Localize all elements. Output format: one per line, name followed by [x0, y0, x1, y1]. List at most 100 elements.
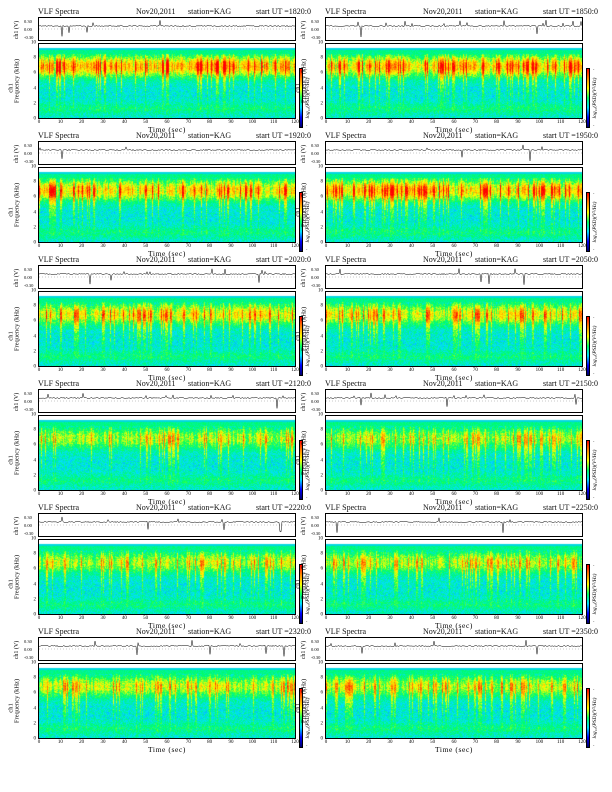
time-tick-label: 100: [535, 244, 544, 249]
time-tick-label: 70: [185, 740, 191, 745]
colorbar-tick-label: -: [306, 191, 308, 196]
time-tick-label: 60: [164, 492, 170, 497]
waveform-tick-label: -0.30: [311, 283, 321, 288]
time-tick-label: 120: [291, 492, 299, 497]
waveform-tick-label: 0.30: [311, 143, 319, 148]
time-axis-label: Time (sec): [147, 373, 186, 382]
time-tick-label: 110: [556, 368, 565, 373]
time-axis-label: Time (sec): [434, 497, 473, 506]
colorbar: [586, 688, 590, 748]
time-tick-label: 30: [387, 740, 393, 745]
waveform-tick-label: 0.30: [24, 639, 32, 644]
spectrogram-plot: [325, 663, 583, 739]
spectrogram-canvas: [326, 168, 582, 242]
time-tick-label: 40: [121, 120, 127, 125]
time-tick-label: 70: [472, 120, 478, 125]
frequency-tick-label: 8: [320, 55, 324, 61]
time-ticks: 0 10 20 30 40 50 60 70 80 90 100 110 120: [38, 244, 299, 250]
waveform-axis-label: ch1 (V): [299, 515, 309, 537]
time-tick-label: 30: [100, 616, 106, 621]
channel-label: ch1: [4, 542, 18, 612]
panel-header: VLF Spectra Nov20,2011 station=KAG start UT…: [325, 626, 598, 637]
time-tick-label: 50: [430, 740, 436, 745]
time-tick-label: 90: [228, 740, 234, 745]
channel-label: ch1: [4, 294, 18, 364]
time-tick-label: 50: [430, 368, 436, 373]
spectrogram-plot: [38, 539, 296, 615]
waveform-trace: [39, 20, 295, 37]
time-tick-label: 110: [556, 492, 565, 497]
time-tick-label: 70: [472, 368, 478, 373]
colorbar-tick-label: -: [593, 247, 595, 252]
waveform-axis-label: ch1 (V): [299, 391, 309, 413]
frequency-tick-label: 4: [33, 86, 37, 92]
spectrogram-panel: VLF Spectra Nov20,2011 station=KAG start UT…: [8, 378, 312, 506]
panel-start-ut: start UT =2020:0: [256, 255, 312, 264]
time-ticks: 0 10 20 30 40 50 60 70 80 90 100 110 120: [325, 244, 586, 250]
panel-title: VLF Spectra: [325, 7, 367, 16]
frequency-ticks: 0 2 4 6 8 10: [24, 165, 38, 246]
colorbar-tick-label: -: [593, 371, 595, 376]
waveform-svg: [326, 517, 582, 533]
channel-label-text: ch1: [294, 83, 302, 93]
frequency-tick-label: 0: [320, 736, 324, 742]
time-tick-label: 70: [472, 740, 478, 745]
waveform-plot: [325, 265, 583, 289]
panel-station: station=KAG: [475, 627, 519, 636]
colorbar-tick-label: -: [593, 619, 595, 624]
panel-date: Nov20,2011: [423, 131, 463, 140]
frequency-tick-label: 10: [318, 40, 323, 46]
panel-start-ut: start UT =2250:0: [543, 503, 599, 512]
time-tick-label: 120: [291, 740, 299, 745]
spectrogram-plot: [325, 43, 583, 119]
time-tick-label: 10: [344, 368, 350, 373]
time-tick-label: 110: [269, 616, 278, 621]
colorbar: [586, 68, 590, 128]
frequency-tick-label: 10: [318, 164, 323, 170]
time-tick-label: 20: [79, 492, 85, 497]
waveform-tick-label: -0.30: [24, 531, 34, 536]
waveform-svg: [39, 268, 295, 285]
time-ticks: 0 10 20 30 40 50 60 70 80 90 100 110 120: [325, 616, 586, 622]
time-tick-label: 40: [408, 616, 414, 621]
waveform-axis-label: ch1 (V): [12, 143, 22, 165]
spectrogram-canvas: [326, 292, 582, 366]
channel-label: ch1: [291, 170, 305, 240]
frequency-tick-label: 8: [320, 179, 324, 185]
panel-header: VLF Spectra Nov20,2011 station=KAG start UT…: [325, 254, 598, 265]
time-tick-label: 80: [207, 616, 213, 621]
colorbar-tick-label: -: [593, 123, 595, 128]
frequency-tick-label: 2: [33, 225, 37, 231]
time-tick-label: 70: [472, 244, 478, 249]
time-tick-label: 40: [408, 368, 414, 373]
frequency-tick-label: 4: [320, 706, 324, 712]
spectrogram-plot: [38, 291, 296, 367]
spectrogram-plot: [325, 291, 583, 367]
time-tick-label: 60: [451, 740, 457, 745]
time-tick-label: 70: [185, 492, 191, 497]
time-tick-label: 0: [37, 740, 41, 745]
time-ticks: 0 10 20 30 40 50 60 70 80 90 100 110 120: [38, 368, 299, 374]
time-tick-label: 0: [324, 120, 328, 125]
frequency-tick-label: 4: [320, 334, 324, 340]
frequency-tick-label: 0: [320, 116, 324, 122]
spectrogram-plot: [325, 539, 583, 615]
frequency-tick-label: 8: [320, 551, 324, 557]
time-tick-label: 30: [100, 368, 106, 373]
waveform-plot: [325, 637, 583, 661]
time-tick-label: 60: [451, 244, 457, 249]
waveform-tick-label: 0.30: [24, 143, 32, 148]
colorbar-tick-label: -: [306, 315, 308, 320]
time-tick-label: 30: [387, 616, 393, 621]
waveform-svg: [39, 516, 295, 533]
frequency-ticks: 0 2 4 6 8 10: [311, 537, 325, 618]
waveform-tick-label: 0.30: [311, 19, 319, 24]
spectrogram-canvas: [39, 416, 295, 490]
waveform-trace: [39, 268, 295, 285]
time-tick-label: 90: [515, 492, 521, 497]
time-tick-label: 60: [451, 616, 457, 621]
frequency-tick-label: 10: [31, 40, 36, 46]
waveform-tick-label: 0.00: [311, 27, 319, 32]
time-tick-label: 80: [207, 740, 213, 745]
waveform-plot: [38, 637, 296, 661]
